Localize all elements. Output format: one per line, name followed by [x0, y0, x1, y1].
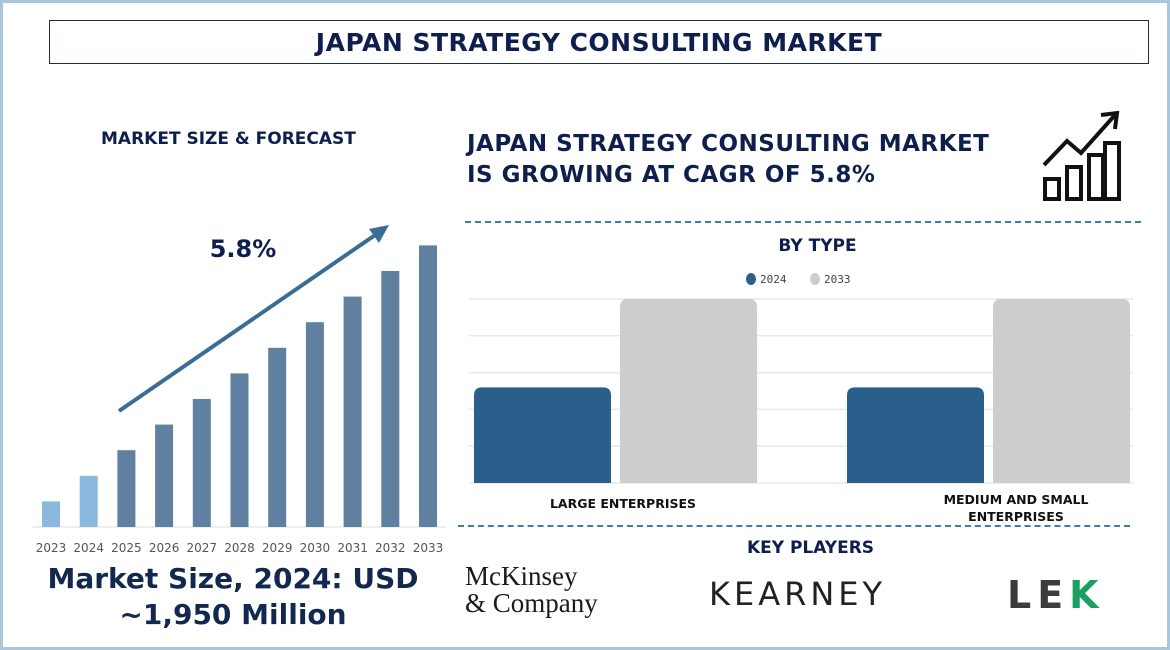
- bar-2030: [305, 322, 324, 527]
- bar-2033-0: [620, 299, 757, 483]
- category-label: ENTERPRISES: [968, 509, 1064, 524]
- divider: [465, 221, 1141, 223]
- tick-label-2023: 2023: [36, 541, 67, 555]
- bar-2028: [230, 373, 249, 527]
- legend-label-2024: 2024: [760, 273, 787, 286]
- key-players-heading: KEY PLAYERS: [746, 538, 875, 558]
- bar-2033: [419, 245, 437, 527]
- tick-label-2031: 2031: [337, 541, 368, 555]
- market-size-heading: MARKET SIZE & FORECAST: [101, 129, 356, 149]
- lek-logo: LEK: [1007, 573, 1105, 617]
- trend-arrowhead: [369, 225, 389, 243]
- tick-label-2026: 2026: [149, 541, 180, 555]
- bar-2024-0: [474, 387, 611, 483]
- page-title: JAPAN STRATEGY CONSULTING MARKET: [49, 20, 1149, 64]
- tick-label-2028: 2028: [224, 541, 255, 555]
- by-type-heading: BY TYPE: [778, 236, 857, 256]
- divider: [458, 525, 1130, 527]
- bar-2029: [268, 347, 287, 527]
- market-size-line2: ~1,950 Million: [119, 598, 347, 631]
- tick-label-2025: 2025: [111, 541, 142, 555]
- bar-2031: [343, 296, 362, 527]
- kearney-logo: KEARNEY: [709, 575, 887, 613]
- tick-label-2029: 2029: [262, 541, 293, 555]
- legend-label-2033: 2033: [824, 273, 851, 286]
- bar-2024-1: [847, 387, 984, 483]
- tick-label-2033: 2033: [413, 541, 444, 555]
- bar-2033-1: [993, 299, 1130, 483]
- bar-chart-growth-icon: [1042, 110, 1121, 201]
- trend-arrow: [117, 229, 383, 413]
- bar-2027: [192, 399, 211, 527]
- mckinsey-logo: McKinsey & Company: [465, 561, 598, 618]
- headline-line2: IS GROWING AT CAGR OF 5.8%: [467, 162, 876, 188]
- market-size-line1: Market Size, 2024: USD: [47, 562, 419, 595]
- bar-2032: [381, 271, 400, 527]
- tick-label-2024: 2024: [73, 541, 104, 555]
- cagr-headline: JAPAN STRATEGY CONSULTING MARKET IS GROW…: [467, 129, 989, 191]
- bar-2025: [117, 450, 136, 527]
- tick-label-2027: 2027: [187, 541, 218, 555]
- category-label: LARGE ENTERPRISES: [550, 496, 696, 511]
- headline-line1: JAPAN STRATEGY CONSULTING MARKET: [467, 131, 990, 157]
- bar-2023: [42, 501, 60, 527]
- bar-2024: [79, 475, 98, 527]
- legend-marker-2033: [810, 273, 820, 285]
- tick-label-2032: 2032: [375, 541, 406, 555]
- legend-marker-2024: [746, 273, 756, 285]
- bar-2026: [155, 424, 174, 527]
- market-size-text: Market Size, 2024: USD ~1,950 Million: [3, 561, 463, 633]
- category-label: MEDIUM AND SMALL: [944, 492, 1089, 507]
- tick-label-2030: 2030: [300, 541, 331, 555]
- cagr-annotation: 5.8%: [210, 235, 277, 263]
- by-type-chart: 2024 2033 LARGE ENTERPRISES MEDIUM AND SMAL…: [469, 273, 1133, 524]
- market-size-chart: 2023 2024 2025 2026 2027 2028 2029 2030 2031 2032…: [33, 225, 446, 555]
